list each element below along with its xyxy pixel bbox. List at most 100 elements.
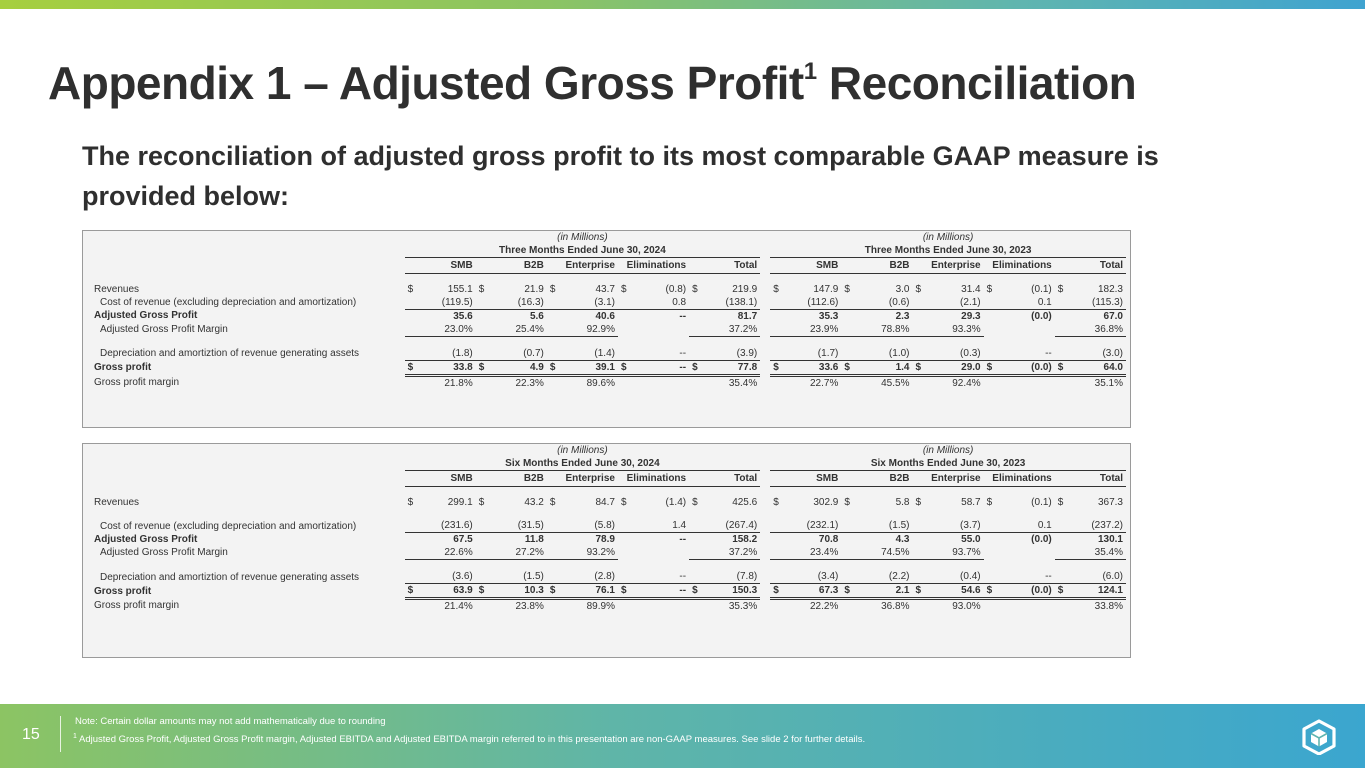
value: (1.7) [817, 347, 839, 359]
page-title: Appendix 1 – Adjusted Gross Profit1 Reco… [48, 56, 1338, 110]
value: (1.8) [452, 347, 473, 359]
dollar-sign: $ [844, 283, 850, 295]
row-label: Revenues [94, 283, 140, 295]
value: 21.9 [524, 283, 544, 295]
value-cell: 37.2% [689, 546, 761, 560]
value: 93.7% [952, 547, 981, 558]
value-cell: 2.3 [841, 309, 912, 323]
value: 89.6% [586, 377, 615, 389]
value-cell [984, 599, 1055, 614]
dollar-sign: $ [620, 496, 627, 508]
value-cell: $124.1 [1054, 583, 1126, 600]
column-header: SMB [770, 470, 842, 487]
value-cell: (3.7) [912, 508, 984, 533]
value-cell: $63.9 [404, 583, 476, 600]
value-cell: 36.8% [1054, 322, 1126, 337]
value: -- [679, 361, 687, 373]
value-cell: 89.6% [547, 375, 618, 390]
value-cell: 35.3% [689, 599, 760, 614]
dollar-sign: $ [478, 496, 485, 508]
three-month-table-panel: (in Millions) (in Millions) Three Months E… [82, 230, 1131, 428]
value-cell: 40.6 [547, 309, 618, 323]
value: 22.2% [810, 601, 839, 612]
dollar-sign: $ [549, 361, 556, 373]
value-cell: 93.7% [912, 546, 984, 560]
value-cell: $ (0.0) [983, 583, 1055, 600]
value-cell: $39.1 [546, 360, 618, 377]
value: (115.3) [1092, 296, 1123, 308]
value-cell [618, 599, 689, 614]
value: 21.8% [444, 377, 473, 389]
column-header: Total [1054, 470, 1126, 487]
value-cell: 21.8% [405, 375, 476, 390]
value-cell: 22.6% [404, 546, 476, 560]
value: 35.6 [453, 310, 473, 322]
row-label: Gross profit [94, 362, 152, 373]
top-gradient-bar [0, 0, 1365, 9]
value: 23.4% [810, 547, 839, 558]
footer-divider [60, 716, 61, 752]
value-cell: 27.2% [475, 546, 547, 560]
value-cell: $150.3 [689, 583, 761, 600]
value-cell: $3.0 [841, 283, 912, 296]
value: (0.0) [1031, 534, 1052, 545]
value: (2.8) [594, 571, 615, 582]
box-logo-icon [1302, 719, 1336, 755]
value: 0.1 [1037, 296, 1052, 308]
value: (1.4) [594, 347, 615, 359]
dollar-sign: $ [478, 283, 485, 295]
value-cell: 23.9% [770, 322, 842, 337]
value: 155.1 [447, 283, 473, 295]
value-cell: $76.1 [546, 583, 618, 600]
row-label: Gross profit [94, 585, 152, 597]
column-header: Enterprise [912, 470, 984, 487]
dollar-sign: $ [549, 496, 556, 508]
dollar-sign: $ [692, 283, 698, 295]
row-label: Depreciation and amortiztion of revenue … [100, 571, 360, 583]
dollar-sign: $ [549, 585, 556, 596]
value: 3.0 [895, 283, 910, 295]
value: (2.2) [888, 571, 910, 582]
value: 67.3 [818, 585, 839, 596]
value-cell: 22.2% [770, 599, 841, 614]
value-cell: $182.3 [1055, 283, 1126, 296]
column-header: Eliminations [617, 470, 690, 487]
value-cell: $ (0.1) [984, 283, 1055, 296]
value: (0.6) [888, 296, 910, 308]
value-cell: 29.3 [912, 309, 983, 323]
value-cell: (115.3) [1054, 295, 1126, 310]
value: 23.8% [515, 601, 544, 612]
column-header: SMB [770, 257, 842, 274]
dollar-sign: $ [773, 585, 779, 596]
value: (3.4) [817, 571, 839, 582]
dollar-sign: $ [844, 585, 850, 596]
dollar-sign: $ [986, 283, 993, 295]
value-cell: $4.9 [475, 360, 547, 377]
units-label: (in Millions) [922, 445, 974, 456]
column-header: B2B [841, 470, 913, 487]
value: 70.8 [818, 534, 839, 545]
value-cell: 93.2% [546, 546, 618, 560]
value: 147.9 [813, 283, 839, 295]
value: (0.0) [1031, 310, 1052, 322]
value-cell: 67.0 [1055, 309, 1126, 323]
value-cell: (119.5) [404, 295, 476, 310]
value: 58.7 [961, 496, 981, 508]
row-label: Cost of revenue (excluding depreciation … [100, 520, 357, 532]
value-cell: 35.3 [770, 309, 841, 323]
value-cell: (0.0) [984, 533, 1055, 547]
value: (0.1) [1031, 283, 1052, 295]
value-cell: (112.6) [770, 295, 842, 310]
value-cell [618, 375, 689, 390]
value-cell: -- [983, 559, 1055, 584]
value: 67.5 [453, 534, 473, 545]
value: 78.9 [595, 534, 615, 545]
dollar-sign: $ [1057, 283, 1064, 295]
value-cell: (231.6) [404, 508, 476, 533]
value-cell [618, 546, 689, 560]
value-cell [618, 323, 689, 337]
row-label: Adjusted Gross Profit [94, 533, 198, 545]
value-cell: $425.6 [689, 496, 760, 509]
page-number: 15 [22, 726, 40, 743]
value-cell: (16.3) [475, 295, 547, 310]
